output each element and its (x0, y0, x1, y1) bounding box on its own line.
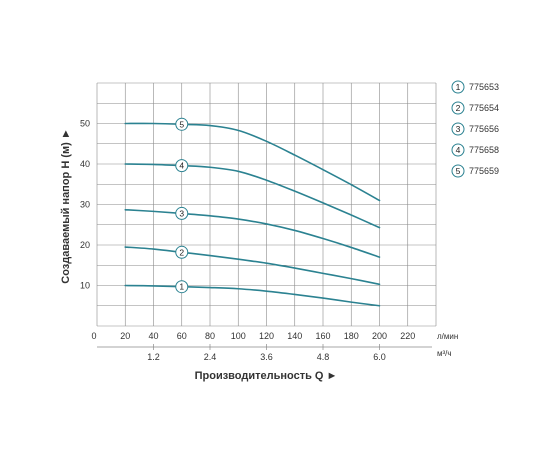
legend-label: 775656 (469, 124, 499, 134)
legend-marker-circle (451, 143, 465, 157)
x2-tick-label: 2.4 (204, 352, 217, 362)
x-tick-label: 60 (177, 331, 187, 341)
curve-marker-circle (175, 206, 189, 220)
x-tick-label: 100 (231, 331, 246, 341)
legend-marker-circle (451, 80, 465, 94)
curve-marker-circle (175, 280, 189, 294)
legend-marker-number: 4 (456, 145, 461, 155)
curve-775653 (124, 284, 381, 307)
x-axis-title: Производительность Q ► (195, 370, 338, 382)
y-tick-label: 30 (80, 200, 90, 210)
x2-tick-label: 4.8 (317, 352, 330, 362)
curve-775659 (124, 122, 381, 202)
y-axis-title: Создаваемый напор H (м) ► (60, 128, 72, 283)
legend-marker-number: 1 (456, 82, 461, 92)
tick-labels: 0 20 40 60 80 100 120 140 160 180 200 220 10 20 30 40 50… (80, 119, 458, 359)
x2-tick-label: 1.2 (147, 352, 160, 362)
x-tick-label: 200 (372, 331, 387, 341)
curve-775654 (124, 246, 381, 286)
curve-marker-number: 2 (179, 247, 184, 257)
x2-tick-label: 3.6 (260, 352, 273, 362)
y-tick-label: 10 (80, 281, 90, 291)
x-unit-label: л/мин (437, 332, 458, 341)
legend-label: 775659 (469, 166, 499, 176)
legend-marker-number: 5 (456, 166, 461, 176)
curve-marker-number: 4 (179, 161, 184, 171)
curve-marker-number: 3 (179, 208, 184, 218)
y-tick-label: 50 (80, 119, 90, 129)
secondary-x-axis: 1.2 2.4 3.6 4.8 6.0 (97, 344, 432, 362)
legend-marker-circle (451, 101, 465, 115)
y-tick-label: 40 (80, 159, 90, 169)
x-tick-label: 0 (91, 331, 96, 341)
legend-label: 775653 (469, 82, 499, 92)
x-tick-label: 20 (120, 331, 130, 341)
grid (96, 82, 437, 327)
legend-marker-number: 3 (456, 124, 461, 134)
curve-marker-number: 5 (179, 119, 184, 129)
curve-marker-circle (175, 159, 189, 173)
x2-tick-label: 6.0 (373, 352, 386, 362)
x2-unit-label: м³/ч (437, 349, 452, 358)
legend-marker-circle (451, 122, 465, 136)
curve-775658 (124, 163, 381, 229)
x-tick-label: 120 (259, 331, 274, 341)
curve-marker-number: 1 (179, 282, 184, 292)
curve-markers: 1 2 3 4 5 (175, 117, 189, 294)
curve-marker-circle (175, 245, 189, 259)
legend-label: 775654 (469, 103, 499, 113)
y-tick-label: 20 (80, 240, 90, 250)
curves (124, 122, 381, 307)
legend-marker-number: 2 (456, 103, 461, 113)
x-tick-label: 40 (148, 331, 158, 341)
x-tick-label: 180 (344, 331, 359, 341)
legend-label: 775658 (469, 145, 499, 155)
x-tick-label: 140 (287, 331, 302, 341)
legend: 1 775653 2 775654 3 775656 4 775658 5 775659 (451, 80, 499, 178)
x-tick-label: 220 (400, 331, 415, 341)
curve-775656 (124, 208, 381, 258)
curve-marker-circle (175, 117, 189, 131)
legend-marker-circle (451, 164, 465, 178)
x-tick-label: 160 (315, 331, 330, 341)
x-tick-label: 80 (205, 331, 215, 341)
